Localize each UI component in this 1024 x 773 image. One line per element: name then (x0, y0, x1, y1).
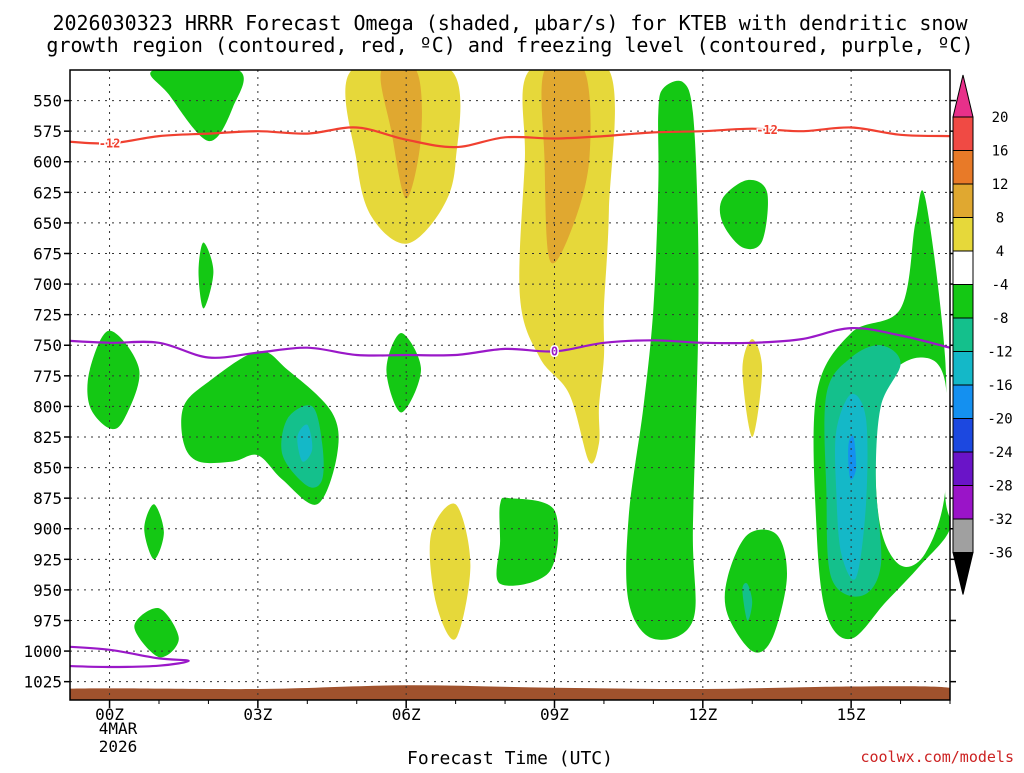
chart-title-line-1: 2026030323 HRRR Forecast Omega (shaded, … (52, 11, 968, 35)
contour-freezing_level_low_0C (70, 645, 190, 669)
x-tick-label-5: 15Z (837, 705, 866, 724)
colorbar-swatch-5 (952, 284, 974, 319)
y-tick-label-1: 575 (33, 122, 62, 141)
colorbar-swatch-10 (952, 451, 974, 486)
colorbar-label-0: 20 (992, 110, 1009, 126)
omega-region-11 (386, 333, 421, 413)
colorbar-swatch-4 (952, 250, 974, 285)
x-tick-label-1: 03Z (243, 705, 272, 724)
omega-region-17 (742, 339, 763, 437)
colorbar-label-12: -32 (987, 512, 1012, 528)
x-axis-ticks: 00Z 03Z 06Z 09Z 12Z 15Z (95, 700, 951, 724)
contour-label-freezing_level_0C-0: 0 (551, 344, 558, 358)
colorbar-label-10: -24 (987, 445, 1012, 461)
y-tick-label-11: 825 (33, 428, 62, 447)
omega-region-3 (519, 70, 615, 464)
y-tick-label-2: 600 (33, 153, 62, 172)
colorbar-swatch-6 (952, 317, 974, 352)
colorbar-label-1: 16 (992, 144, 1009, 160)
omega-region-10 (297, 424, 313, 462)
omega-region-13 (134, 608, 179, 658)
y-tick-label-14: 900 (33, 520, 62, 539)
y-axis-ticks: 550 575 600 625 650 675 700 725 750 775 800 825 850 8… (23, 92, 956, 692)
colorbar-label-11: -28 (987, 479, 1012, 495)
omega-region-7 (87, 330, 140, 430)
omega-region-19 (742, 583, 753, 621)
colorbar-label-2: 12 (992, 177, 1009, 193)
y-tick-label-6: 700 (33, 275, 62, 294)
surface-terrain (70, 685, 950, 700)
y-tick-label-16: 950 (33, 581, 62, 600)
y-tick-label-18: 1000 (23, 642, 62, 661)
colorbar-label-3: 8 (996, 211, 1004, 227)
colorbar-swatch-7 (952, 351, 974, 386)
plot-grid (70, 70, 950, 700)
colorbar-label-6: -8 (992, 311, 1009, 327)
colorbar-under-arrow (952, 552, 974, 595)
date-label-year: 2026 (99, 737, 138, 756)
y-tick-label-4: 650 (33, 214, 62, 233)
y-tick-label-12: 850 (33, 459, 62, 478)
colorbar-label-4: 4 (996, 244, 1004, 260)
colorbar-swatch-11 (952, 485, 974, 520)
y-tick-label-7: 725 (33, 306, 62, 325)
colorbar: 20 16 12 8 4 -4 -8 -12 -16 -20 -24 -28 -32 -36 (952, 74, 1013, 595)
omega-region-6 (198, 242, 214, 309)
colorbar-label-9: -20 (987, 412, 1012, 428)
y-tick-label-19: 1025 (23, 673, 62, 692)
contour-freezing_level_0C (70, 326, 950, 359)
chart-title-line-2: growth region (contoured, red, ºC) and f… (46, 33, 973, 57)
colorbar-swatch-8 (952, 384, 974, 419)
omega-region-23 (834, 393, 868, 580)
y-tick-label-8: 750 (33, 336, 62, 355)
y-tick-label-3: 625 (33, 183, 62, 202)
colorbar-label-7: -12 (987, 345, 1012, 361)
colorbar-swatch-3 (952, 217, 974, 252)
y-tick-label-5: 675 (33, 244, 62, 263)
contour-label-dgz_-12C-1: -12 (756, 123, 778, 137)
omega-region-15 (496, 497, 559, 586)
y-tick-label-15: 925 (33, 550, 62, 569)
colorbar-label-8: -16 (987, 378, 1012, 394)
colorbar-label-5: -4 (992, 278, 1009, 294)
omega-region-0 (150, 70, 244, 142)
x-tick-label-3: 09Z (540, 705, 569, 724)
x-tick-label-4: 12Z (688, 705, 717, 724)
plot-area (70, 70, 950, 700)
y-tick-label-13: 875 (33, 489, 62, 508)
omega-region-4 (541, 70, 591, 264)
plot-frame (69, 69, 951, 701)
omega-region-21 (875, 357, 948, 567)
omega-region-18 (724, 529, 787, 653)
omega-region-12 (144, 504, 164, 560)
omega-region-16 (719, 179, 768, 250)
omega-region-24 (848, 435, 857, 480)
y-tick-label-17: 975 (33, 611, 62, 630)
colorbar-swatch-1 (952, 150, 974, 185)
y-tick-label-0: 550 (33, 92, 62, 111)
omega-region-14 (429, 503, 471, 640)
omega-region-2 (380, 70, 422, 199)
omega-region-5 (626, 80, 699, 640)
contour-label-dgz_-12C-0: -12 (99, 136, 121, 150)
y-tick-label-9: 775 (33, 367, 62, 386)
contour-lines: -12 -12 0 (70, 121, 950, 669)
colorbar-swatch-9 (952, 418, 974, 453)
y-tick-label-10: 800 (33, 397, 62, 416)
contour-dgz_-12C (70, 126, 950, 149)
colorbar-over-arrow (952, 74, 974, 118)
credit-text: coolwx.com/models (860, 748, 1014, 766)
colorbar-swatch-2 (952, 183, 974, 218)
x-axis-label: Forecast Time (UTC) (407, 748, 613, 768)
colorbar-label-13: -36 (987, 546, 1012, 562)
x-tick-label-2: 06Z (392, 705, 421, 724)
x-tick-label-0: 00Z (95, 705, 124, 724)
colorbar-swatch-12 (952, 518, 974, 553)
colorbar-swatch-0 (952, 116, 974, 151)
date-label-day: 4MAR (99, 719, 138, 738)
